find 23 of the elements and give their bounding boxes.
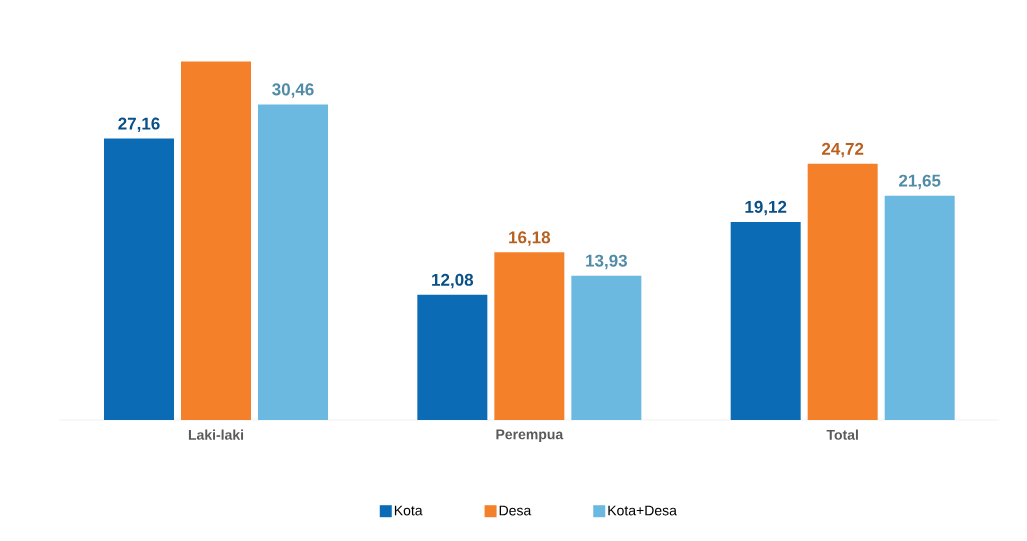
x-tick-label: Laki-laki [188,429,244,440]
legend-label: Kota [394,505,423,516]
data-label: 24,72 [822,142,864,158]
bar [104,138,174,420]
data-label: 16,18 [509,231,551,246]
data-label: 19,12 [745,200,787,216]
bar [494,252,565,420]
bar [181,61,252,420]
bar [258,104,328,420]
data-label: 12,08 [432,273,474,289]
bar [417,294,488,420]
data-label: 21,65 [899,174,941,190]
bar [807,163,878,420]
legend-label: Desa [499,505,532,516]
data-label: 27,16 [118,117,160,133]
bar [571,275,642,420]
data-label: 13,93 [586,254,627,270]
data-label: 30,46 [272,83,314,98]
legend-label: Kota+Desa [608,505,677,516]
x-tick-label: Perempua [496,429,564,443]
x-tick-label: Total [826,429,858,440]
bar [730,221,801,420]
bar [884,195,955,420]
